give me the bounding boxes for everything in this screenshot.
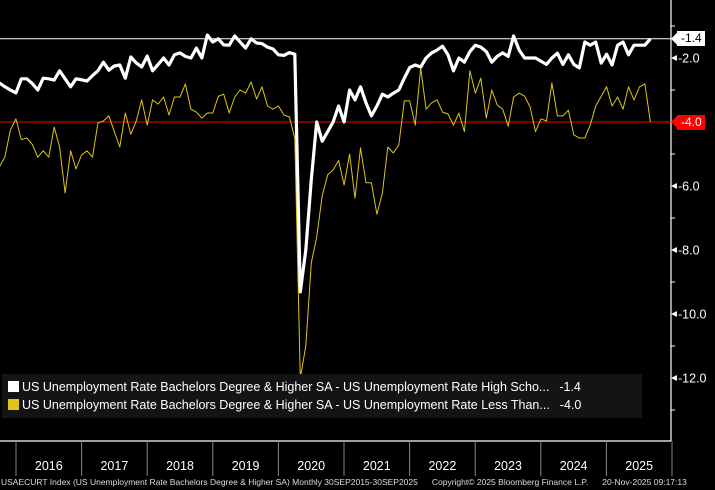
y-tick-label: -10.0	[678, 308, 707, 322]
x-tick-label: 2025	[625, 459, 653, 473]
footer: USAECURT Index (US Unemployment Rate Bac…	[1, 477, 714, 487]
x-tick-label: 2018	[166, 459, 194, 473]
reference-marker	[671, 116, 677, 128]
series-lines	[0, 33, 652, 379]
series-line-less-than	[0, 67, 651, 379]
legend-label: US Unemployment Rate Bachelors Degree & …	[22, 380, 550, 394]
legend-swatch-yellow	[8, 399, 19, 410]
x-tick-label: 2019	[232, 459, 260, 473]
y-axis: -2.0 -6.0 -8.0 -10.0 -12.0	[670, 0, 707, 441]
series-line-high-school	[0, 33, 652, 294]
x-tick-label: 2024	[560, 459, 588, 473]
footer-description: USAECURT Index (US Unemployment Rate Bac…	[1, 477, 418, 487]
legend-value: -1.4	[559, 380, 581, 394]
x-tick-label: 2020	[297, 459, 325, 473]
x-tick-label: 2017	[100, 459, 128, 473]
legend-label: US Unemployment Rate Bachelors Degree & …	[22, 398, 550, 412]
reference-marker	[671, 32, 677, 45]
last-value-tag-less-than: -4.0	[677, 114, 705, 130]
reference-lines	[0, 32, 677, 128]
x-tick-label: 2022	[428, 459, 456, 473]
last-value-tag-high-school: -1.4	[677, 31, 705, 47]
y-tick-label: -12.0	[678, 372, 707, 386]
x-tick-label: 2016	[35, 459, 63, 473]
y-tick-marker	[671, 183, 677, 189]
y-tick-label: -8.0	[678, 244, 700, 258]
y-tick-label: -6.0	[678, 180, 700, 194]
legend-item-high-school[interactable]: US Unemployment Rate Bachelors Degree & …	[8, 379, 581, 395]
x-tick-label: 2023	[494, 459, 522, 473]
y-tick-label: -2.0	[678, 52, 700, 66]
y-tick-marker	[671, 247, 677, 253]
y-tick-marker	[671, 55, 677, 61]
legend-item-less-than[interactable]: US Unemployment Rate Bachelors Degree & …	[8, 397, 581, 413]
y-tick-marker	[671, 311, 677, 317]
x-tick-label: 2021	[363, 459, 391, 473]
x-axis: 2016 2017 2018 2019 2020 2021 2022 2023 2024 2025	[0, 440, 673, 476]
legend: US Unemployment Rate Bachelors Degree & …	[2, 374, 642, 418]
legend-value: -4.0	[559, 398, 582, 412]
legend-swatch-white	[8, 381, 19, 392]
footer-timestamp: 20-Nov-2025 09:17:13	[602, 477, 687, 487]
footer-copyright: Copyright© 2025 Bloomberg Finance L.P.	[431, 477, 589, 487]
y-tick-marker	[671, 375, 677, 381]
